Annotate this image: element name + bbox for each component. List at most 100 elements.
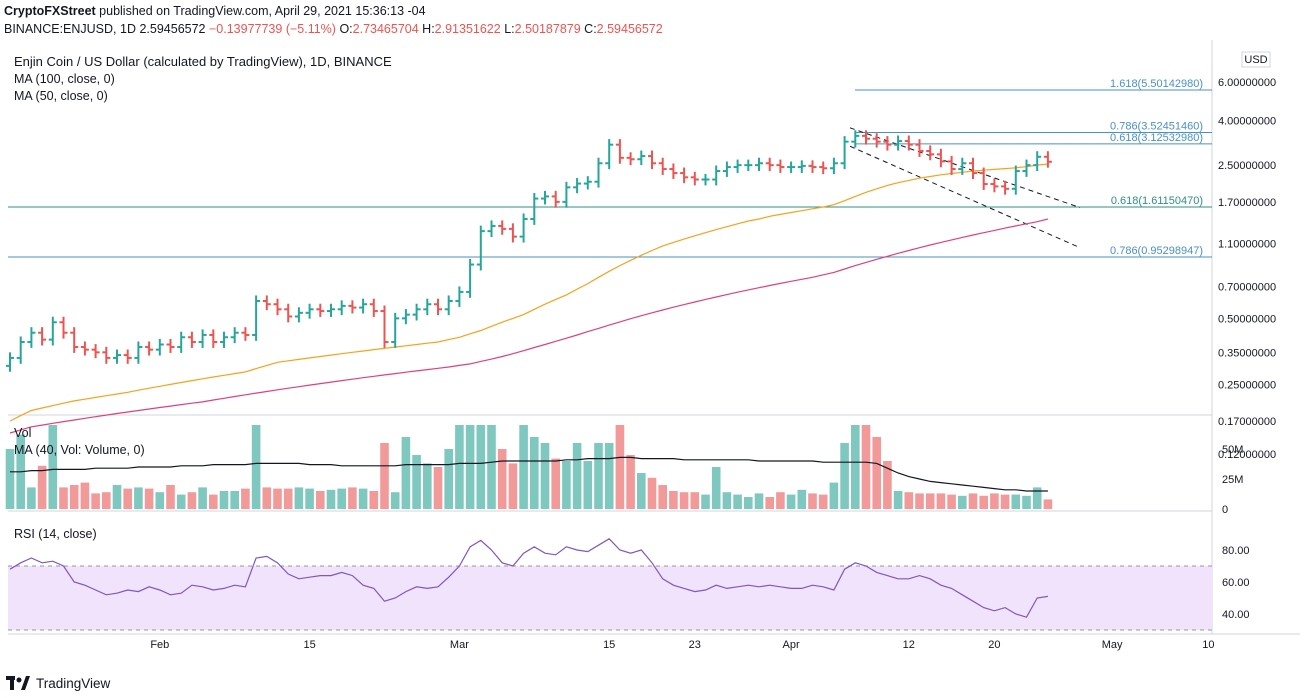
volume-bar xyxy=(209,494,218,509)
ohlc-bar xyxy=(444,295,453,316)
volume-bar xyxy=(647,477,657,509)
rsi-tick-label: 80.00 xyxy=(1222,545,1250,557)
open-value: 2.73465704 xyxy=(352,22,419,36)
high-value: 2.91351622 xyxy=(434,22,501,36)
volume-bar xyxy=(155,492,165,509)
volume-bar xyxy=(48,425,58,509)
time-tick-label: Mar xyxy=(450,639,469,651)
ohlc-bar xyxy=(316,303,325,317)
ohlc-bar xyxy=(155,338,164,356)
ohlc-bar xyxy=(562,181,571,208)
volume-bar xyxy=(1011,494,1021,509)
volume-bar xyxy=(583,461,593,509)
volume-bar xyxy=(348,487,357,509)
volume-ma-legend[interactable]: MA (40, Vol: Volume, 0) xyxy=(14,443,145,457)
price-tick-label: 1.10000000 xyxy=(1218,238,1276,250)
volume-bar xyxy=(112,485,122,509)
time-tick-label: May xyxy=(1102,639,1123,651)
volume-bar xyxy=(487,425,496,509)
ohlc-bar xyxy=(1001,180,1010,195)
volume-bar xyxy=(808,493,817,509)
fib-label: 0.618(1.61150470) xyxy=(1111,195,1203,207)
volume-bar xyxy=(187,492,197,509)
ohlc-bar xyxy=(262,295,271,311)
ohlc-bar xyxy=(80,341,89,356)
time-axis[interactable]: Feb 15 Mar 15 23 Apr 12 20 May 10 xyxy=(150,639,1214,651)
tradingview-logo[interactable]: TradingView xyxy=(6,672,110,694)
tradingview-brand: TradingView xyxy=(36,675,111,691)
volume-bar xyxy=(508,463,518,509)
rsi-line xyxy=(9,538,1048,618)
volume-bar xyxy=(262,487,272,509)
volume-bar xyxy=(198,487,207,509)
ma50-legend[interactable]: MA (50, close, 0) xyxy=(14,89,108,103)
price-axis[interactable]: 6.00000000 4.00000000 2.50000000 1.70000000… xyxy=(1218,51,1276,621)
ohlc-bar xyxy=(166,338,175,353)
ohlc-bar xyxy=(359,298,368,314)
ohlc-bar xyxy=(744,159,753,172)
open-label: O: xyxy=(339,22,353,36)
ohlc-bar xyxy=(776,159,785,173)
volume-bar xyxy=(861,425,871,509)
ohlc-bar xyxy=(851,130,860,148)
trend-lines xyxy=(849,127,1081,249)
time-tick-label: 15 xyxy=(303,639,315,651)
volume-bar xyxy=(91,493,100,509)
last-price: 2.59456572 xyxy=(139,22,206,36)
volume-bar xyxy=(776,492,785,509)
time-tick-label: Apr xyxy=(783,639,800,651)
volume-bar xyxy=(412,455,421,509)
ohlc-bar xyxy=(755,157,763,172)
ohlc-bar xyxy=(722,161,731,177)
volume-bar xyxy=(679,492,689,509)
ohlc-bar xyxy=(284,303,293,323)
volume-bar xyxy=(134,487,143,509)
volume-bar xyxy=(1032,487,1042,509)
ohlc-bar xyxy=(979,167,988,190)
volume-bar xyxy=(626,455,635,509)
volume-bar xyxy=(519,425,528,509)
volume-bar xyxy=(594,443,603,509)
volume-bar xyxy=(497,449,507,509)
symbol-text: BINANCE:ENJUSD, 1D xyxy=(4,22,136,36)
volume-bar xyxy=(251,425,261,509)
ohlc-bar xyxy=(680,167,689,184)
volume-bar xyxy=(754,493,764,509)
ohlc-bar xyxy=(337,300,346,316)
fib-label: 0.618(3.12532980) xyxy=(1110,132,1203,144)
time-tick-label: 12 xyxy=(903,639,915,651)
volume-bar xyxy=(455,425,464,509)
ohlc-bar xyxy=(27,327,36,348)
ohlc-bar xyxy=(733,159,742,173)
volume-tick-label: 0 xyxy=(1222,504,1228,516)
publish-text: published on TradingView.com, April 29, … xyxy=(99,4,426,18)
ohlc-bar xyxy=(91,344,100,359)
ohlc-bar xyxy=(508,223,517,243)
ohlc-bar xyxy=(401,309,410,325)
ohlc-bar xyxy=(626,152,635,166)
rsi-band xyxy=(8,566,1212,630)
ohlc-bar xyxy=(808,160,817,173)
volume-bar xyxy=(283,488,293,509)
volume-bar xyxy=(904,492,914,509)
volume-bar xyxy=(401,437,411,509)
ohlc-bar xyxy=(883,136,892,151)
ohlc-bar xyxy=(637,150,646,166)
volume-legend[interactable]: Vol xyxy=(14,426,32,440)
ohlc-bar xyxy=(765,157,774,172)
ohlc-bar xyxy=(198,329,207,348)
author-name[interactable]: CryptoFXStreet xyxy=(4,4,96,18)
ohlc-bar xyxy=(551,190,560,208)
ma100-legend[interactable]: MA (100, close, 0) xyxy=(14,72,115,86)
ohlc-bar xyxy=(38,327,47,346)
volume-bar xyxy=(829,482,839,509)
volume-bar xyxy=(990,493,999,509)
volume-bar xyxy=(176,494,186,509)
volume-bar xyxy=(476,425,486,509)
price-tick-label: 0.70000000 xyxy=(1218,281,1276,293)
volume-bar xyxy=(37,465,47,509)
price-chart[interactable]: 1.618(5.50142980)0.786(3.52451460)0.618(… xyxy=(0,40,1307,670)
ohlc-bar xyxy=(113,349,121,364)
rsi-legend[interactable]: RSI (14, close) xyxy=(14,527,97,541)
volume-bar xyxy=(947,494,956,509)
